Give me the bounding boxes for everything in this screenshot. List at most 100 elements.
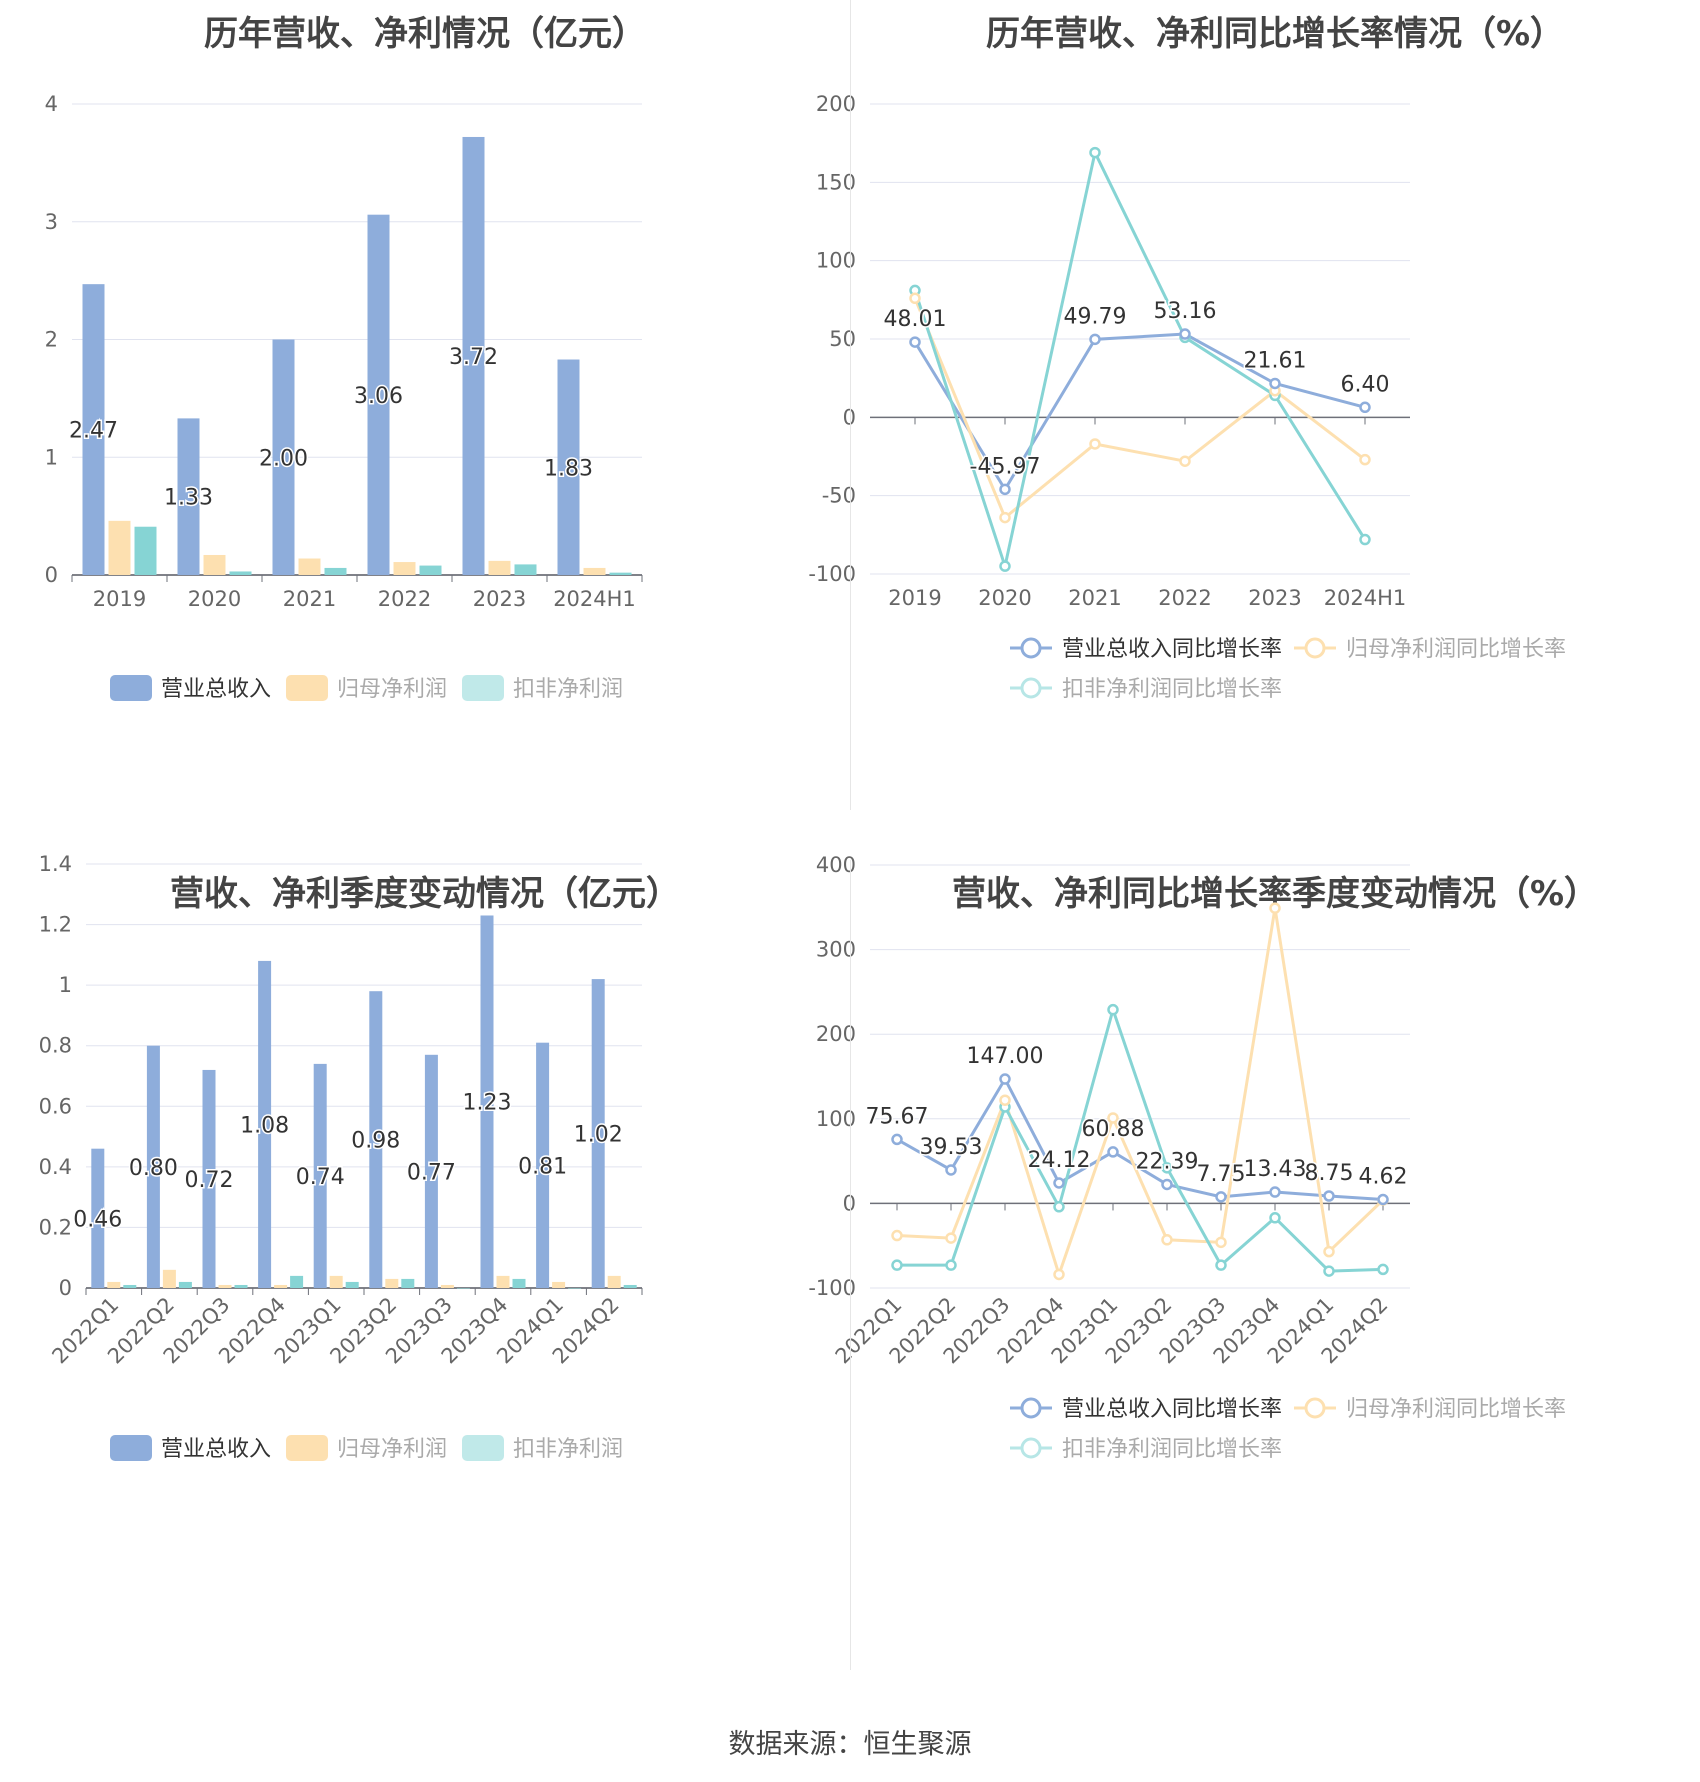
- y-tick-label: 0.6: [39, 1094, 72, 1118]
- y-tick-label: -100: [808, 562, 856, 586]
- series-line-revenue: [896, 1075, 1384, 1201]
- x-tick-label: 2021: [1068, 586, 1121, 610]
- data-label: -45.97: [970, 454, 1041, 479]
- data-point: [1107, 1146, 1119, 1158]
- legend-label: 扣非净利润: [513, 677, 623, 702]
- y-tick-label: 1: [45, 445, 58, 469]
- legend-label: 营业总收入同比增长率: [1062, 1397, 1282, 1422]
- vertical-divider: [850, 860, 851, 1670]
- bar-revenue: [146, 1045, 160, 1288]
- data-point: [1377, 1263, 1389, 1276]
- data-point: [891, 1133, 903, 1146]
- bar-profit: [298, 558, 321, 575]
- x-tick-label: 2019: [888, 586, 941, 610]
- data-label: 53.16: [1154, 299, 1217, 324]
- data-label: 0.81: [518, 1154, 567, 1179]
- bar-revenue: [258, 960, 272, 1288]
- data-point: [1161, 1234, 1173, 1246]
- data-point: [891, 1229, 903, 1242]
- y-tick-label: 200: [816, 92, 856, 116]
- bar-profit: [552, 1281, 566, 1288]
- data-point: [1323, 1245, 1335, 1258]
- data-point: [1215, 1236, 1227, 1249]
- bar-deducted: [419, 565, 442, 575]
- bar-deducted: [324, 567, 347, 575]
- data-label: 0.74: [296, 1165, 345, 1190]
- data-label: 0.80: [129, 1156, 178, 1181]
- bar-deducted: [401, 1278, 415, 1288]
- data-point: [891, 1259, 903, 1271]
- data-label: 39.53: [920, 1135, 983, 1160]
- data-point: [999, 1073, 1011, 1085]
- y-tick-label: 0: [59, 1276, 72, 1300]
- chart-title: 历年营收、净利同比增长率情况（%）: [985, 14, 1565, 54]
- legend-swatch: [462, 1435, 504, 1461]
- y-tick-label: 100: [816, 1107, 856, 1131]
- bar-revenue: [536, 1042, 550, 1288]
- y-tick-label: 1: [59, 973, 72, 997]
- data-label: 1.02: [574, 1123, 623, 1148]
- bar-deducted: [134, 526, 157, 575]
- data-point: [1053, 1177, 1065, 1189]
- data-label: 6.40: [1341, 372, 1390, 397]
- bar-profit: [488, 560, 511, 575]
- legend-label: 归母净利润: [337, 1437, 447, 1462]
- data-label: 22.39: [1136, 1149, 1199, 1174]
- data-label: 49.79: [1064, 304, 1127, 329]
- data-point: [1323, 1190, 1335, 1202]
- legend-label: 扣非净利润: [513, 1437, 623, 1462]
- legend-label: 营业总收入: [161, 677, 271, 702]
- legend-swatch: [286, 675, 328, 701]
- data-point: [1179, 455, 1191, 467]
- series-line-deducted: [897, 1004, 1384, 1273]
- panel-quarter-values: 营收、净利季度变动情况（亿元） 0 0.2 0.4 0.6 0.8 1 1.2 1.4 2022…: [0, 852, 850, 1720]
- data-label: 1.83: [544, 456, 593, 481]
- x-tick-label: 2020: [978, 586, 1031, 610]
- bar-profit: [329, 1275, 343, 1288]
- data-point: [1269, 1212, 1281, 1224]
- legend-marker: [1020, 637, 1042, 659]
- panel-annual-growth: 历年营收、净利同比增长率情况（%） -100-50050100150200201…: [808, 0, 1700, 860]
- data-label: 0.77: [407, 1160, 456, 1185]
- data-point: [1161, 1162, 1173, 1174]
- data-label: 0.72: [185, 1168, 234, 1193]
- data-label: 24.12: [1028, 1148, 1091, 1173]
- data-label: 48.01: [884, 307, 947, 332]
- series-line-revenue: [913, 332, 1366, 493]
- y-tick-label: 0: [45, 563, 58, 587]
- data-label: 2.00: [259, 446, 308, 471]
- data-point: [909, 292, 921, 305]
- data-point: [1215, 1191, 1227, 1203]
- bar-profit: [274, 1284, 288, 1288]
- data-point: [945, 1259, 957, 1271]
- bar-profit: [385, 1278, 399, 1288]
- bar-revenue: [480, 915, 494, 1288]
- bar-revenue: [367, 214, 390, 575]
- data-label: 4.62: [1359, 1164, 1408, 1189]
- data-label: 3.06: [354, 384, 403, 409]
- bar-deducted: [234, 1284, 248, 1288]
- bar-revenue: [82, 284, 105, 575]
- y-tick-label: 0.2: [39, 1215, 72, 1239]
- bar-profit: [218, 1284, 232, 1288]
- y-tick-label: 150: [816, 170, 856, 194]
- chart-title: 历年营收、净利情况（亿元）: [204, 14, 646, 54]
- data-point: [1161, 1178, 1173, 1191]
- bar-deducted: [623, 1284, 637, 1288]
- data-point: [1269, 1186, 1281, 1198]
- data-point: [1089, 146, 1101, 159]
- data-point: [945, 1232, 957, 1244]
- bar-revenue: [177, 418, 200, 575]
- bar-deducted: [345, 1281, 359, 1288]
- data-point: [999, 511, 1011, 524]
- data-point: [1215, 1259, 1227, 1271]
- data-point: [1269, 377, 1281, 390]
- chart-annual-revenue-profit: 0 1 2 3 4 2019 2020 2021 2022 2023 2024H1 2.47 1.33 2…: [45, 92, 643, 702]
- data-point: [999, 1094, 1011, 1106]
- data-point: [1377, 1193, 1389, 1206]
- data-label: 147.00: [967, 1044, 1044, 1069]
- data-label: 8.75: [1305, 1161, 1354, 1186]
- chart-title: 营收、净利季度变动情况（亿元）: [170, 874, 680, 914]
- bar-revenue: [91, 1148, 105, 1288]
- x-tick-label: 2024H1: [553, 587, 636, 611]
